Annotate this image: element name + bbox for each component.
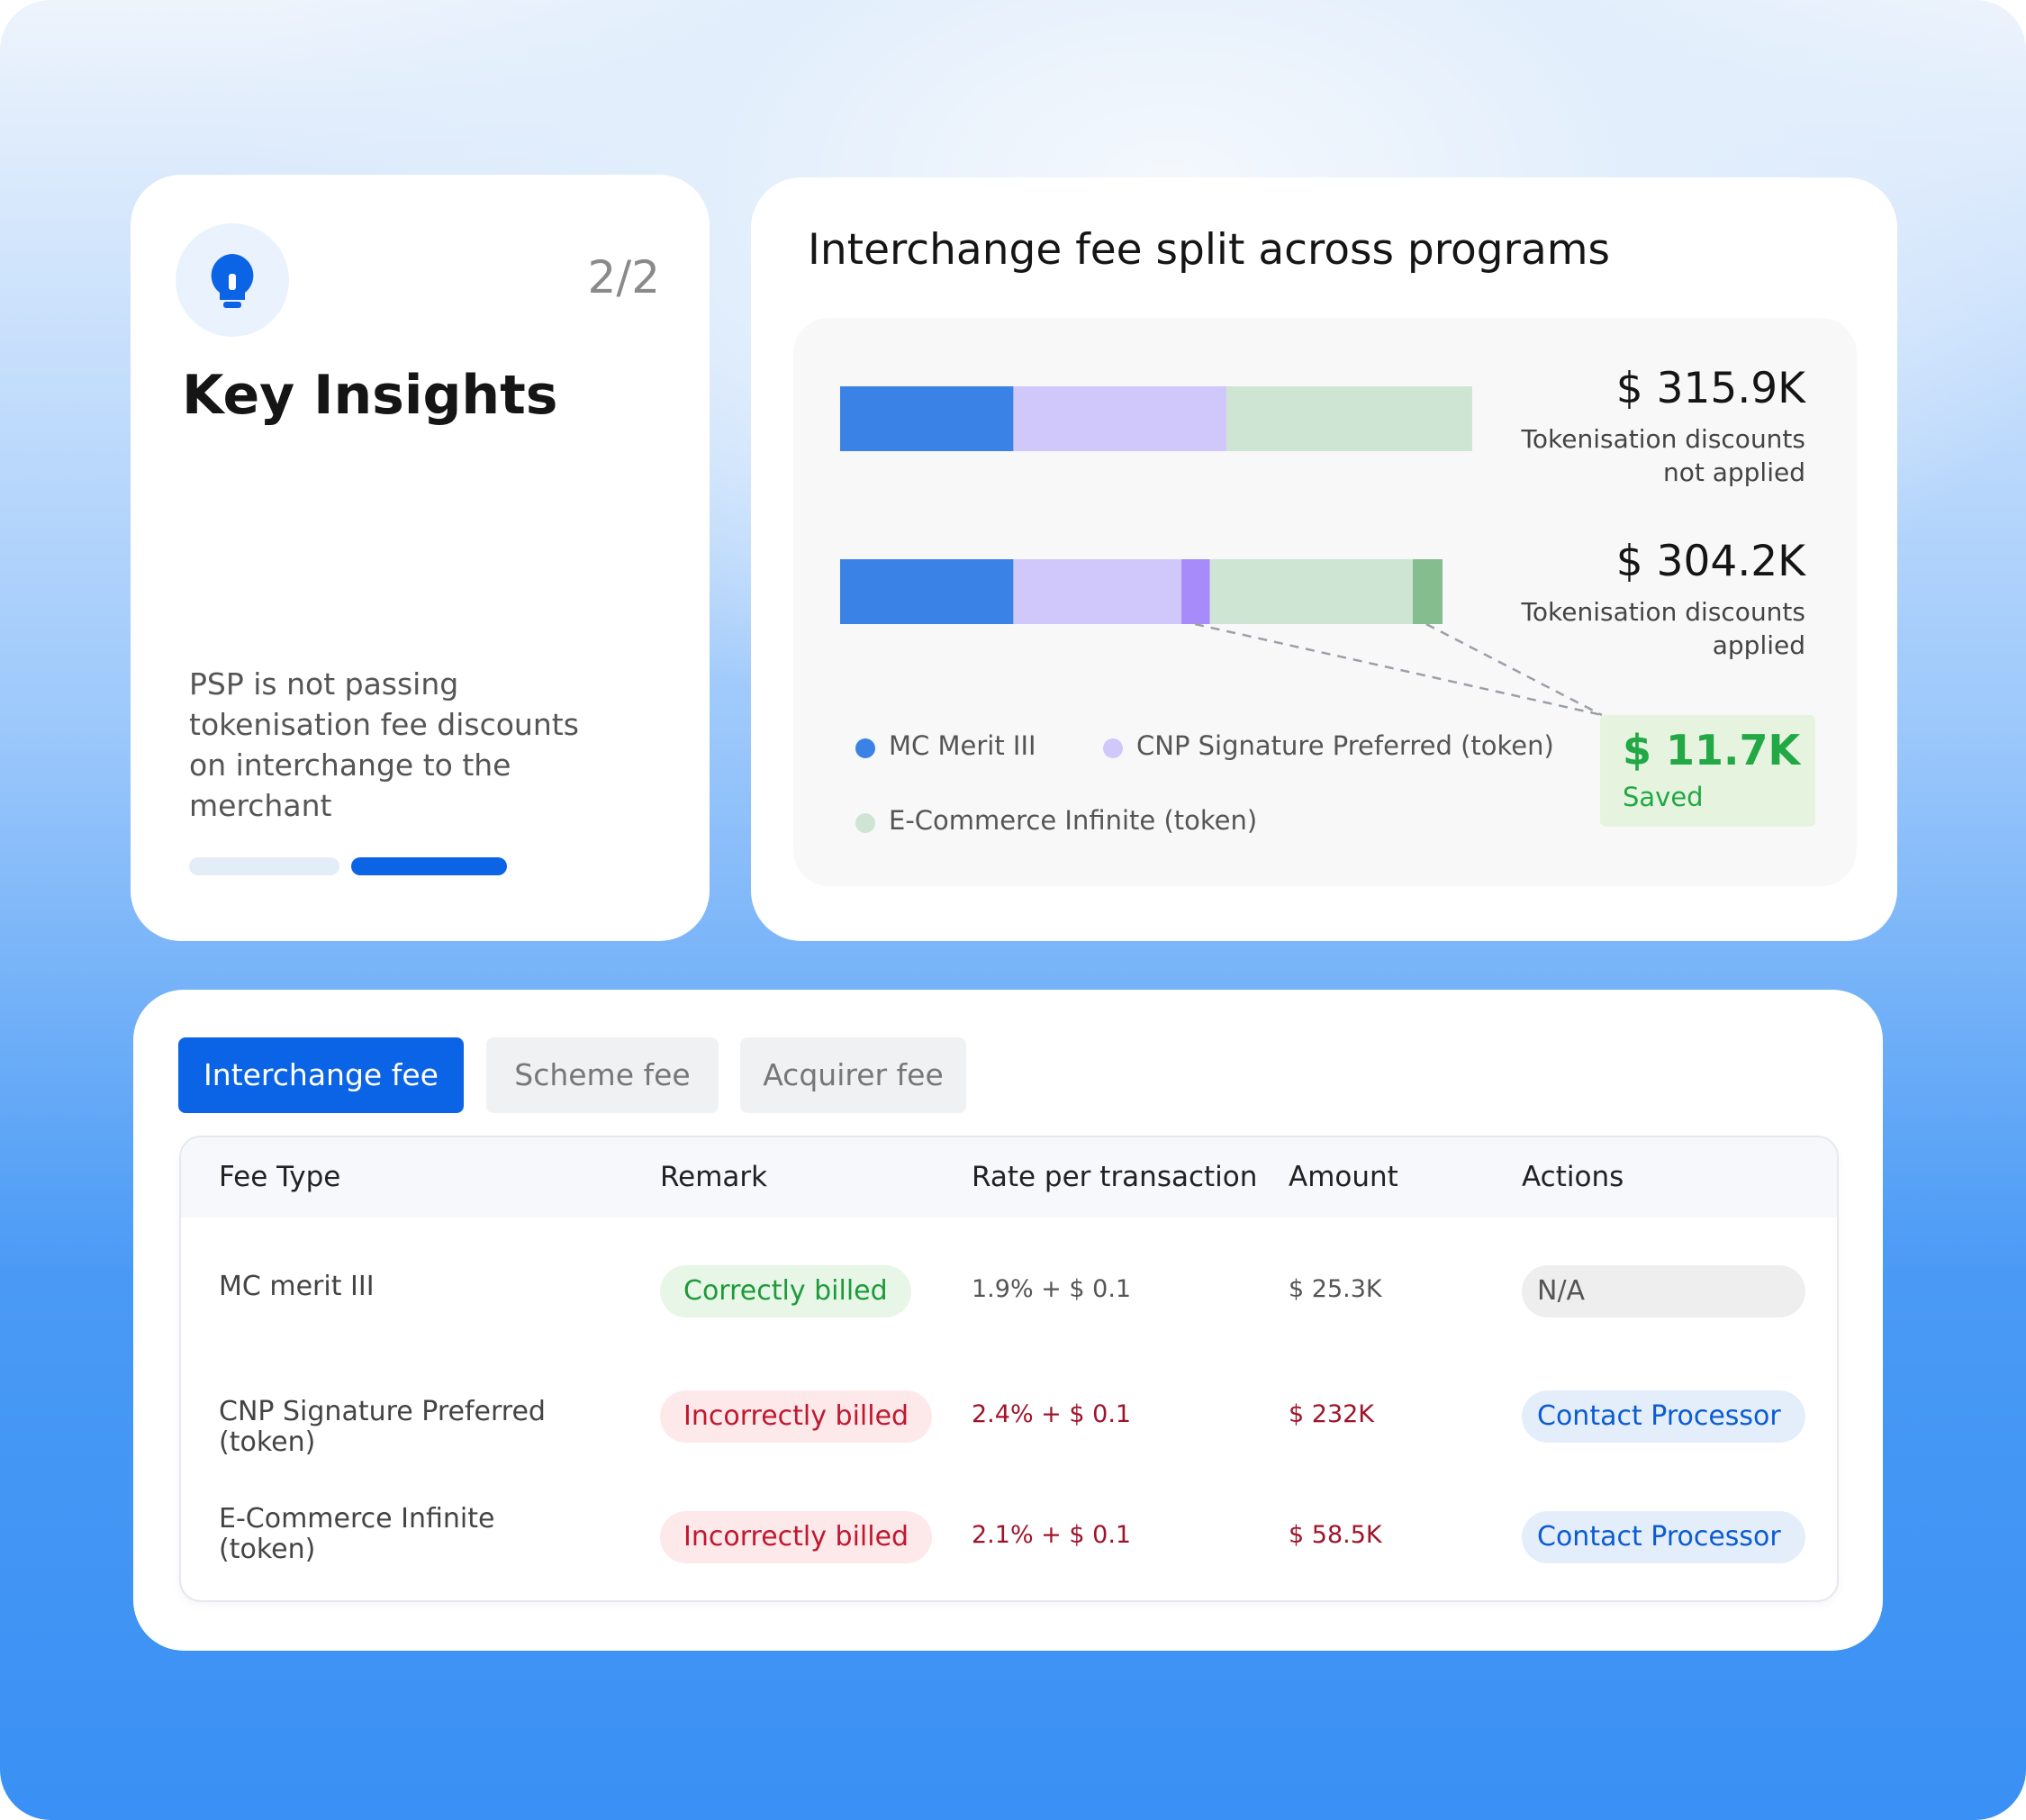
- header-cell: Amount: [1289, 1161, 1398, 1193]
- bar-segment: [840, 559, 1014, 624]
- insight-card: 2/2 Key Insights PSP is not passing toke…: [131, 175, 710, 941]
- insight-text: PSP is not passing tokenisation fee disc…: [189, 666, 579, 823]
- connector-line: [1194, 622, 1603, 717]
- bar-segment: [840, 386, 1014, 451]
- legend-dot: [855, 738, 875, 758]
- bar-segment: [1181, 559, 1210, 624]
- bar-segment: [1013, 559, 1182, 624]
- saved-value: $ 11.7K: [1623, 726, 1801, 774]
- fee-type: CNP Signature Preferred (token): [219, 1396, 546, 1458]
- amount: $ 232K: [1289, 1400, 1375, 1428]
- chart-card: Interchange fee split across programs $ …: [751, 177, 1897, 941]
- tab[interactable]: Acquirer fee: [740, 1037, 966, 1113]
- bar-total: $ 304.2K: [1615, 537, 1805, 586]
- bulb-base: [223, 302, 241, 308]
- tab[interactable]: Scheme fee: [486, 1037, 719, 1113]
- bar-caption: Tokenisation discounts not applied: [1521, 424, 1805, 487]
- amount: $ 25.3K: [1289, 1275, 1382, 1303]
- amount: $ 58.5K: [1289, 1521, 1382, 1549]
- header-cell: Fee Type: [219, 1161, 341, 1193]
- rate: 1.9% + $ 0.1: [972, 1275, 1132, 1303]
- bar-segment: [1013, 386, 1227, 451]
- saved-box: $ 11.7K Saved: [1600, 715, 1815, 827]
- action-pill[interactable]: Contact Processor: [1522, 1390, 1805, 1443]
- header-cell: Remark: [660, 1161, 768, 1193]
- bar-segment: [1209, 559, 1413, 624]
- insight-graphics: [176, 223, 507, 875]
- chart: [840, 386, 1603, 833]
- header-cell: Actions: [1522, 1161, 1624, 1193]
- connector-line: [1425, 622, 1603, 717]
- table: Fee Type Remark Rate per transaction Amount…: [179, 1136, 1839, 1602]
- chart-title: Interchange fee split across programs: [808, 225, 1611, 275]
- remark-pill: Incorrectly billed: [660, 1390, 933, 1443]
- fee-type: E-Commerce Infinite (token): [219, 1503, 495, 1565]
- legend-label: MC Merit III: [889, 730, 1036, 761]
- tab[interactable]: Interchange fee: [178, 1037, 464, 1113]
- rate: 2.4% + $ 0.1: [972, 1400, 1132, 1428]
- insight-title: Key Insights: [182, 364, 558, 427]
- bar-segment: [1226, 386, 1472, 451]
- legend-label: E-Commerce Infinite (token): [889, 805, 1258, 836]
- remark-pill: Incorrectly billed: [660, 1511, 933, 1563]
- action-pill: N/A: [1522, 1265, 1805, 1317]
- progress-step: [189, 857, 339, 875]
- header-cell: Rate per transaction: [972, 1161, 1258, 1193]
- table-card: Fee Type Remark Rate per transaction Amount…: [133, 990, 1883, 1651]
- table-header: [181, 1137, 1837, 1218]
- rate: 2.1% + $ 0.1: [972, 1521, 1132, 1549]
- remark-pill: Correctly billed: [660, 1265, 911, 1317]
- action-pill[interactable]: Contact Processor: [1522, 1511, 1805, 1563]
- bulb-filament: [229, 274, 236, 290]
- bar-total: $ 315.9K: [1615, 364, 1805, 413]
- counter: 2/2: [587, 251, 660, 303]
- legend-dot: [1103, 738, 1123, 758]
- bar-caption: Tokenisation discounts applied: [1521, 597, 1805, 660]
- legend-label: CNP Signature Preferred (token): [1136, 730, 1554, 761]
- fee-type: MC merit III: [219, 1271, 375, 1302]
- progress-step-active: [351, 857, 507, 875]
- legend-dot: [855, 813, 875, 833]
- bar-segment: [1412, 559, 1443, 624]
- saved-label: Saved: [1623, 782, 1704, 812]
